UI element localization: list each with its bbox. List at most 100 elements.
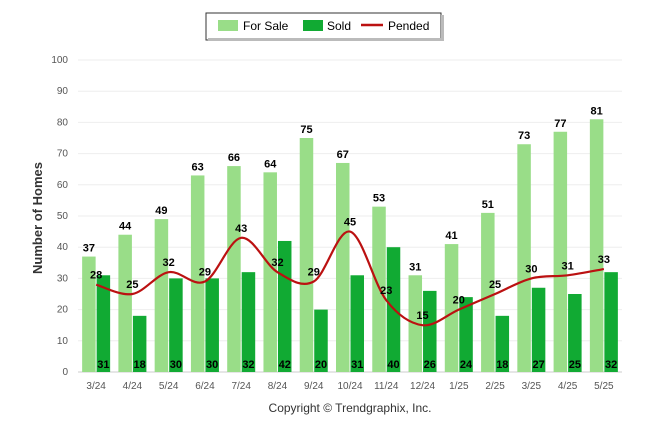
legend-label-for-sale: For Sale xyxy=(243,19,289,33)
legend-swatch-sold xyxy=(303,20,323,31)
data-label-for-sale: 73 xyxy=(518,130,530,142)
data-label-for-sale: 51 xyxy=(482,199,494,211)
bar-for-sale xyxy=(82,256,96,372)
data-label-pended: 31 xyxy=(561,260,573,272)
x-tick-label: 11/24 xyxy=(374,381,399,392)
data-label-sold: 42 xyxy=(279,359,291,371)
y-tick-label: 70 xyxy=(57,149,69,160)
bar-sold xyxy=(350,275,364,372)
bar-for-sale xyxy=(154,219,169,372)
data-label-sold: 40 xyxy=(387,359,399,371)
y-tick-label: 10 xyxy=(57,336,69,347)
data-label-pended: 45 xyxy=(344,217,356,229)
data-label-sold: 31 xyxy=(97,359,109,371)
data-label-for-sale: 49 xyxy=(155,205,167,217)
bar-for-sale xyxy=(263,172,277,372)
data-label-sold: 31 xyxy=(351,359,363,371)
data-label-for-sale: 77 xyxy=(554,118,566,130)
data-label-pended: 32 xyxy=(271,257,283,269)
data-label-sold: 32 xyxy=(242,359,254,371)
x-tick-label: 12/24 xyxy=(410,381,435,392)
bar-sold xyxy=(241,272,256,372)
x-tick-label: 3/24 xyxy=(86,381,106,392)
y-tick-label: 90 xyxy=(57,86,69,97)
grid xyxy=(78,59,622,342)
data-label-sold: 25 xyxy=(569,359,581,371)
y-axis-ticks: 0 10 20 30 40 50 60 70 80 90 100 xyxy=(51,55,68,378)
data-label-sold: 30 xyxy=(206,359,218,371)
bars xyxy=(82,119,618,372)
data-label-for-sale: 75 xyxy=(300,124,312,136)
data-label-sold: 32 xyxy=(605,359,617,371)
pended-line-path xyxy=(95,230,605,327)
x-tick-label: 1/25 xyxy=(449,381,469,392)
y-axis-label: Number of Homes xyxy=(30,162,45,274)
y-tick-label: 60 xyxy=(57,180,69,191)
data-label-for-sale: 63 xyxy=(192,161,204,173)
data-label-for-sale: 41 xyxy=(445,230,457,242)
data-label-pended: 25 xyxy=(489,279,501,291)
x-tick-label: 5/24 xyxy=(159,381,179,392)
x-tick-label: 6/24 xyxy=(195,381,215,392)
data-label-for-sale: 44 xyxy=(119,221,132,233)
bar-sold xyxy=(495,315,510,372)
y-tick-label: 40 xyxy=(57,242,69,253)
data-label-pended: 20 xyxy=(453,295,465,307)
bar-for-sale xyxy=(589,119,604,372)
data-label-sold: 18 xyxy=(134,359,146,371)
bar-sold xyxy=(604,272,618,372)
y-tick-label: 20 xyxy=(57,305,69,316)
pended-line xyxy=(95,230,605,327)
data-label-sold: 18 xyxy=(496,359,508,371)
legend-label-sold: Sold xyxy=(327,19,351,33)
copyright-footer: Copyright © Trendgraphix, Inc. xyxy=(269,401,432,415)
bar-for-sale xyxy=(118,234,132,372)
x-tick-label: 2/25 xyxy=(485,381,505,392)
data-label-pended: 29 xyxy=(199,267,211,279)
bar-sold xyxy=(568,294,582,372)
data-label-pended: 29 xyxy=(308,267,320,279)
data-label-sold: 26 xyxy=(424,359,436,371)
x-tick-label: 8/24 xyxy=(268,381,288,392)
bar-sold xyxy=(531,287,546,372)
data-label-for-sale: 64 xyxy=(264,158,277,170)
x-tick-label: 9/24 xyxy=(304,381,324,392)
bar-sold xyxy=(205,278,219,372)
y-tick-label: 0 xyxy=(62,367,68,378)
bar-sold xyxy=(459,297,473,372)
data-label-pended: 28 xyxy=(90,270,102,282)
y-tick-label: 30 xyxy=(57,273,69,284)
legend-swatch-for-sale xyxy=(218,20,238,31)
data-label-for-sale: 66 xyxy=(228,152,240,164)
legend-label-pended: Pended xyxy=(388,19,429,33)
bar-for-sale xyxy=(336,162,350,372)
data-label-pended: 33 xyxy=(598,254,610,266)
y-tick-label: 50 xyxy=(57,211,69,222)
bar-sold xyxy=(423,290,437,372)
data-label-sold: 20 xyxy=(315,359,327,371)
x-axis-ticks: 3/24 4/24 5/24 6/24 7/24 8/24 9/24 10/24 11/24 12… xyxy=(86,381,614,392)
bar-sold xyxy=(96,275,111,372)
bar-for-sale xyxy=(299,138,314,372)
bar-for-sale xyxy=(190,175,205,372)
bar-for-sale xyxy=(444,244,459,372)
y-tick-label: 100 xyxy=(51,55,68,66)
legend: For Sale Sold Pended xyxy=(205,12,444,41)
bar-for-sale xyxy=(553,131,568,372)
data-label-pended: 43 xyxy=(235,223,247,235)
data-label-for-sale: 81 xyxy=(590,105,602,117)
data-label-pended: 25 xyxy=(126,279,138,291)
bar-for-sale xyxy=(227,166,241,372)
x-tick-label: 4/24 xyxy=(123,381,143,392)
x-tick-label: 10/24 xyxy=(337,381,362,392)
data-label-for-sale: 37 xyxy=(83,243,95,255)
data-label-sold: 27 xyxy=(532,359,544,371)
bar-for-sale xyxy=(481,212,495,372)
data-label-pended: 23 xyxy=(380,285,392,297)
data-label-pended: 15 xyxy=(416,310,428,322)
x-tick-label: 4/25 xyxy=(558,381,578,392)
data-label-sold: 30 xyxy=(170,359,182,371)
y-tick-label: 80 xyxy=(57,117,69,128)
x-tick-label: 3/25 xyxy=(522,381,542,392)
